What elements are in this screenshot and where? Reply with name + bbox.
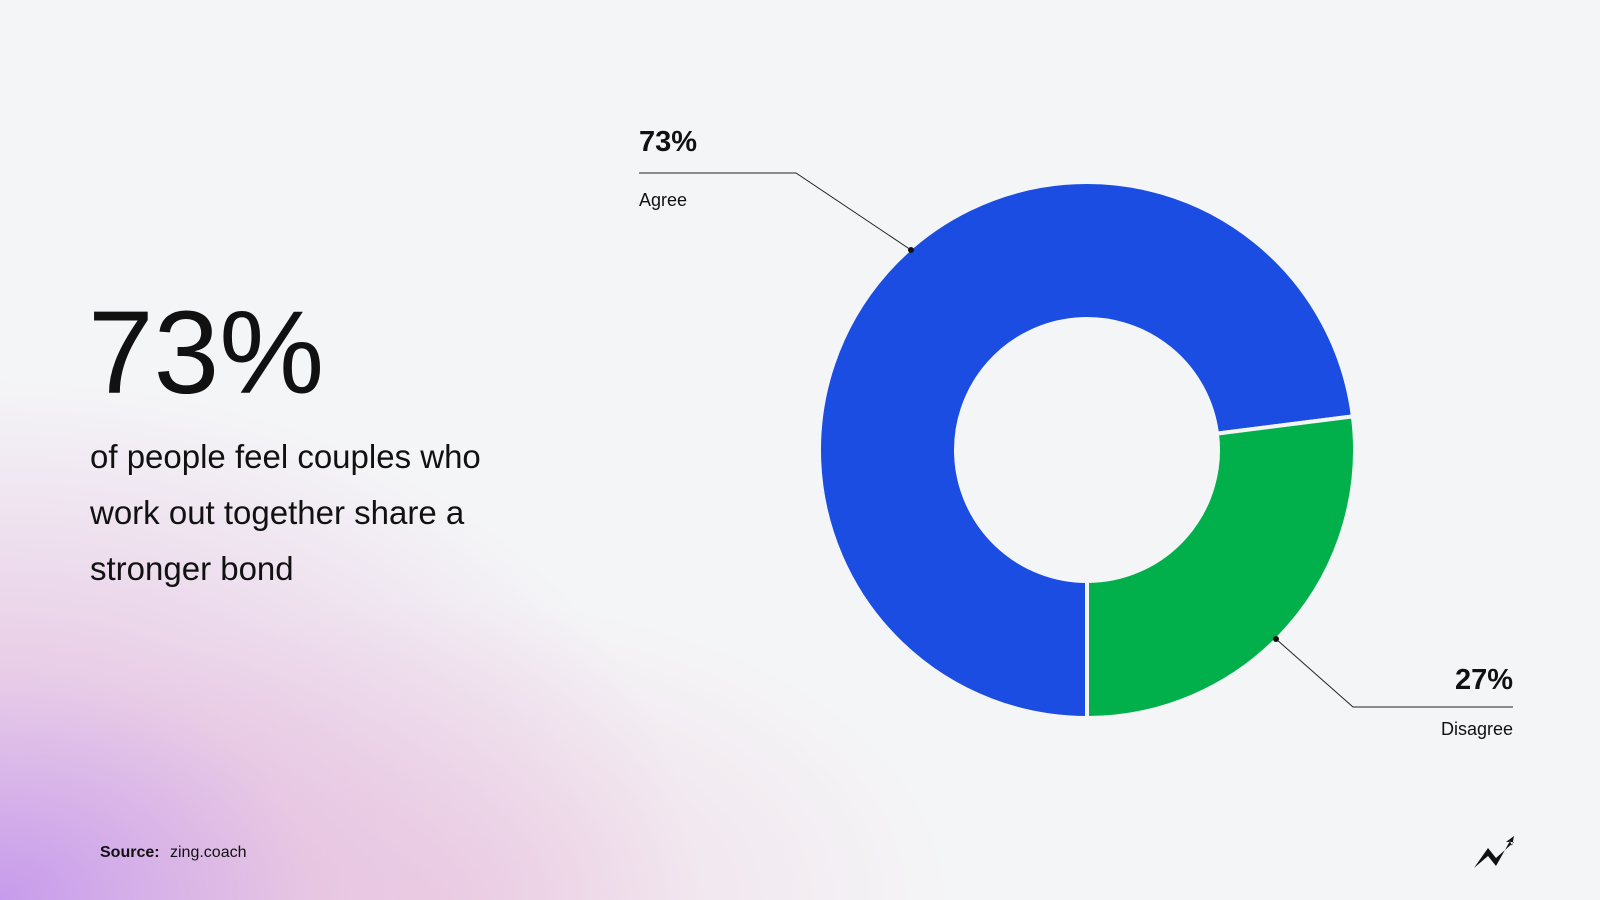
leader-dot bbox=[1273, 636, 1279, 642]
category-label: Disagree bbox=[1441, 719, 1513, 739]
leader-line bbox=[639, 172, 912, 251]
headline: 73% bbox=[88, 287, 324, 419]
donut-segment bbox=[817, 180, 1355, 720]
leader-dot bbox=[908, 247, 914, 253]
description-line: of people feel couples who bbox=[90, 438, 481, 475]
leader-line bbox=[1275, 638, 1513, 708]
source-label: Source: bbox=[100, 844, 160, 861]
category-label: Agree bbox=[639, 190, 687, 210]
source-text: zing.coach bbox=[170, 844, 247, 861]
value-label: 27% bbox=[1455, 664, 1513, 696]
description-line: work out together share a bbox=[89, 494, 465, 531]
logo bbox=[1474, 836, 1514, 868]
description-line: stronger bond bbox=[90, 550, 294, 587]
donut-segment bbox=[1085, 414, 1357, 720]
value-label: 73% bbox=[639, 126, 697, 158]
donut bbox=[817, 180, 1357, 720]
